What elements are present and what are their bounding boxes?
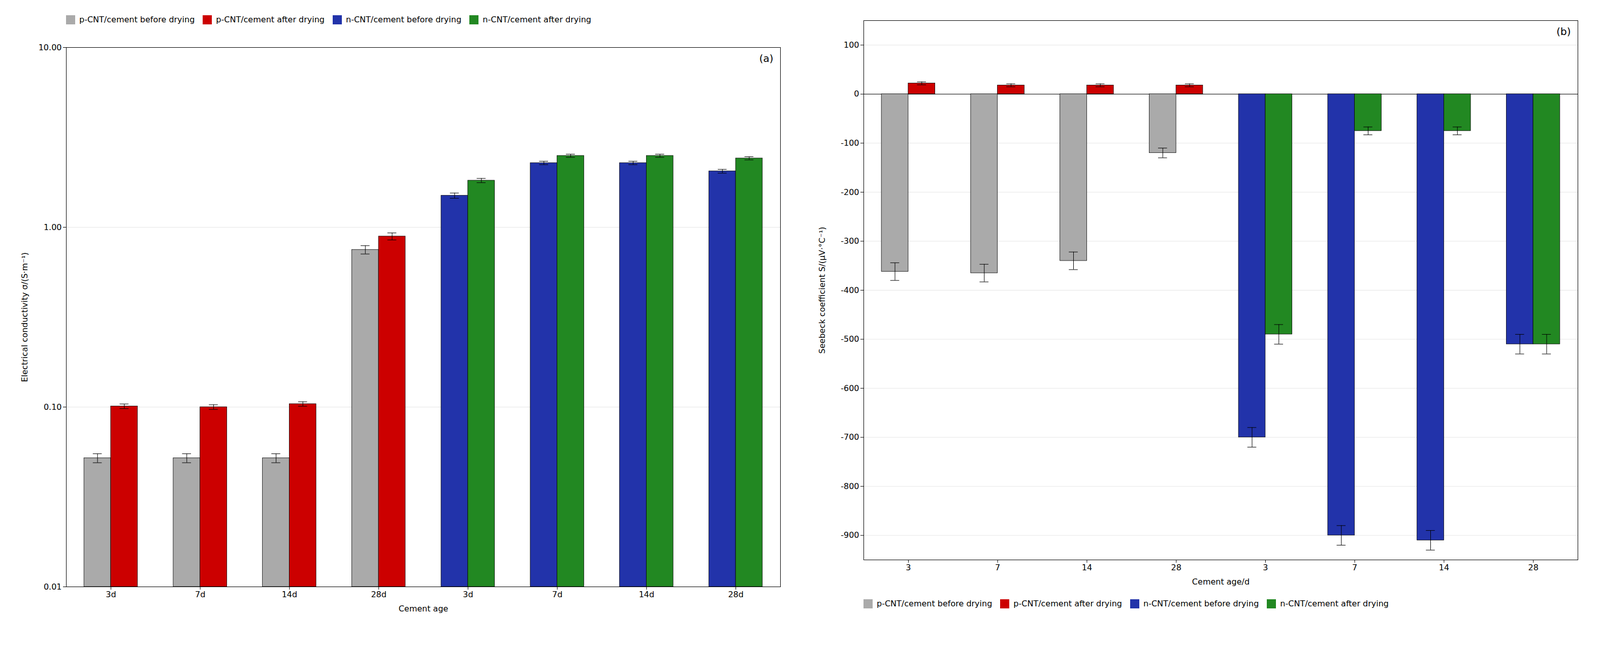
- svg-text:10.00: 10.00: [38, 42, 62, 53]
- svg-text:3d: 3d: [462, 589, 473, 600]
- svg-text:-400: -400: [840, 285, 859, 296]
- svg-text:-600: -600: [840, 383, 859, 394]
- svg-text:28: 28: [1170, 562, 1181, 573]
- svg-text:28: 28: [1527, 562, 1539, 573]
- svg-text:28d: 28d: [727, 589, 744, 600]
- svg-text:3: 3: [905, 562, 911, 573]
- svg-text:7d: 7d: [195, 589, 206, 600]
- svg-text:-700: -700: [840, 432, 859, 442]
- svg-text:7d: 7d: [552, 589, 563, 600]
- svg-text:-900: -900: [840, 530, 859, 540]
- svg-text:100: 100: [843, 40, 860, 50]
- html-text:p-CNT/cement before drying: p-CNT/cement before drying: [876, 598, 993, 609]
- html-text:n-CNT/cement after drying: n-CNT/cement after drying: [1280, 598, 1389, 609]
- svg-text:28d: 28d: [370, 589, 387, 600]
- svg-text:14: 14: [1081, 562, 1093, 573]
- svg-text:7: 7: [995, 562, 1001, 573]
- svg-text:0.10: 0.10: [43, 402, 62, 412]
- html-text:p-CNT/cement before drying: p-CNT/cement before drying: [79, 14, 195, 25]
- svg-text:(b): (b): [1556, 25, 1571, 38]
- svg-text:-200: -200: [840, 187, 859, 198]
- svg-text:Electrical conductivity σ/(S·m: Electrical conductivity σ/(S·m⁻¹): [19, 252, 30, 383]
- svg-text:14d: 14d: [281, 589, 298, 600]
- svg-text:7: 7: [1352, 562, 1358, 573]
- svg-text:-300: -300: [840, 236, 859, 246]
- svg-text:-800: -800: [840, 481, 859, 492]
- svg-text:Cement age/d: Cement age/d: [1192, 577, 1250, 587]
- svg-text:Cement age: Cement age: [398, 603, 449, 614]
- svg-text:-500: -500: [840, 334, 859, 344]
- svg-text:-100: -100: [840, 138, 859, 148]
- svg-text:1.00: 1.00: [43, 222, 62, 233]
- svg-text:14d: 14d: [638, 589, 655, 600]
- svg-text:0: 0: [853, 88, 859, 99]
- svg-text:3: 3: [1262, 562, 1268, 573]
- html-text:n-CNT/cement before drying: n-CNT/cement before drying: [1143, 598, 1259, 609]
- html-text:n-CNT/cement before drying: n-CNT/cement before drying: [345, 14, 462, 25]
- html-text:p-CNT/cement after drying: p-CNT/cement after drying: [1013, 598, 1123, 609]
- html-text:n-CNT/cement after drying: n-CNT/cement after drying: [482, 14, 592, 25]
- svg-text:(a): (a): [759, 52, 774, 65]
- svg-text:3d: 3d: [105, 589, 116, 600]
- svg-text:Seebeck coefficient S/(μV·°C⁻¹: Seebeck coefficient S/(μV·°C⁻¹): [817, 227, 827, 355]
- svg-text:14: 14: [1438, 562, 1450, 573]
- html-text:p-CNT/cement after drying: p-CNT/cement after drying: [216, 14, 325, 25]
- svg-text:0.01: 0.01: [43, 582, 62, 592]
